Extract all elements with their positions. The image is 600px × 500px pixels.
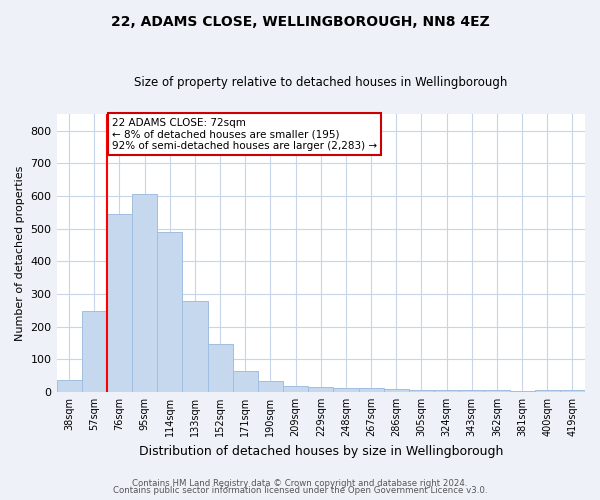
Text: 22 ADAMS CLOSE: 72sqm
← 8% of detached houses are smaller (195)
92% of semi-deta: 22 ADAMS CLOSE: 72sqm ← 8% of detached h… — [112, 118, 377, 150]
Bar — [283, 386, 308, 392]
Bar — [132, 194, 157, 392]
Bar — [308, 387, 334, 392]
Bar — [82, 311, 107, 392]
Bar — [258, 382, 283, 392]
Y-axis label: Number of detached properties: Number of detached properties — [15, 166, 25, 341]
Bar — [182, 301, 208, 392]
Bar — [233, 372, 258, 392]
Bar — [334, 388, 359, 392]
Bar — [359, 388, 383, 392]
Title: Size of property relative to detached houses in Wellingborough: Size of property relative to detached ho… — [134, 76, 508, 90]
Bar — [535, 390, 560, 392]
X-axis label: Distribution of detached houses by size in Wellingborough: Distribution of detached houses by size … — [139, 444, 503, 458]
Text: 22, ADAMS CLOSE, WELLINGBOROUGH, NN8 4EZ: 22, ADAMS CLOSE, WELLINGBOROUGH, NN8 4EZ — [110, 15, 490, 29]
Bar — [56, 380, 82, 392]
Bar — [560, 390, 585, 392]
Text: Contains HM Land Registry data © Crown copyright and database right 2024.: Contains HM Land Registry data © Crown c… — [132, 478, 468, 488]
Bar — [107, 214, 132, 392]
Bar — [208, 344, 233, 392]
Text: Contains public sector information licensed under the Open Government Licence v3: Contains public sector information licen… — [113, 486, 487, 495]
Bar — [383, 390, 409, 392]
Bar — [459, 390, 484, 392]
Bar — [409, 390, 434, 392]
Bar — [434, 390, 459, 392]
Bar — [157, 232, 182, 392]
Bar — [484, 390, 509, 392]
